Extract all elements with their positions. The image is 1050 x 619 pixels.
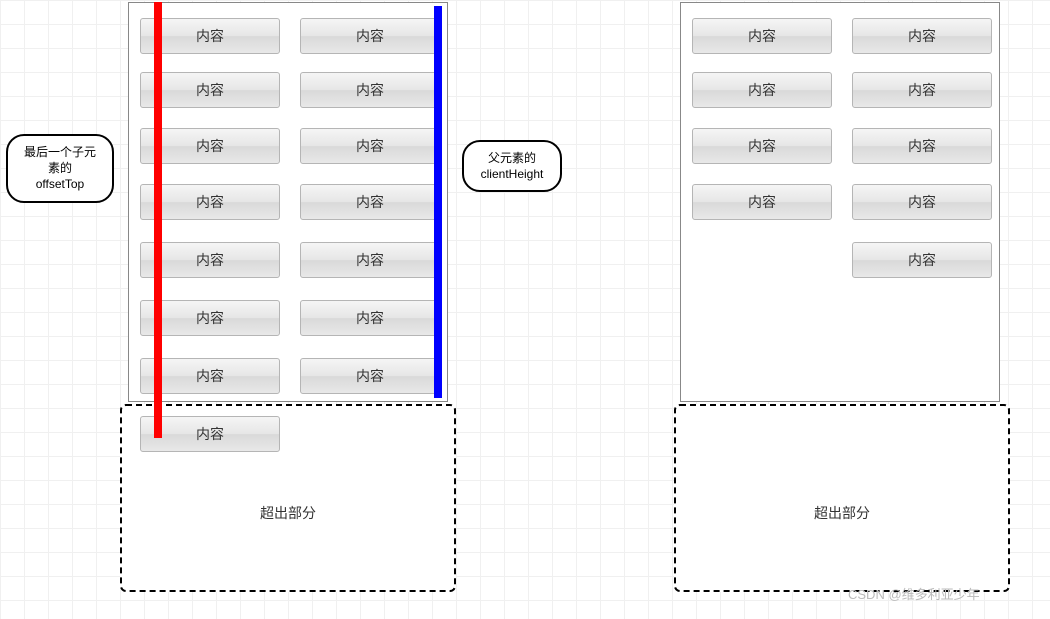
callout-offsettop: 最后一个子元 素的 offsetTop (6, 134, 114, 203)
btn-label: 内容 (196, 250, 224, 270)
btn-label: 内容 (356, 250, 384, 270)
btn-label: 内容 (356, 136, 384, 156)
btn-label: 内容 (908, 26, 936, 46)
btn-label: 内容 (196, 80, 224, 100)
btn-label: 内容 (196, 136, 224, 156)
right-col2-btn[interactable]: 内容 (852, 18, 992, 54)
overflow-label: 超出部分 (814, 503, 870, 523)
btn-label: 内容 (196, 424, 224, 444)
callout-line: offsetTop (18, 176, 102, 192)
watermark-text: CSDN @维多利亚少年 (848, 584, 980, 603)
btn-label: 内容 (748, 192, 776, 212)
right-col2-btn[interactable]: 内容 (852, 72, 992, 108)
btn-label: 内容 (356, 308, 384, 328)
btn-label: 内容 (196, 26, 224, 46)
callout-line: 最后一个子元 (18, 144, 102, 160)
left-col2-btn[interactable]: 内容 (300, 300, 440, 336)
btn-label: 内容 (356, 366, 384, 386)
right-overflow-box: 超出部分 (674, 404, 1010, 592)
left-col2-btn[interactable]: 内容 (300, 242, 440, 278)
left-col2-btn[interactable]: 内容 (300, 18, 440, 54)
btn-label: 内容 (908, 192, 936, 212)
callout-clientheight: 父元素的 clientHeight (462, 140, 562, 192)
right-col1-btn[interactable]: 内容 (692, 72, 832, 108)
btn-label: 内容 (196, 366, 224, 386)
btn-label: 内容 (356, 192, 384, 212)
callout-line: 素的 (18, 160, 102, 176)
left-col2-btn[interactable]: 内容 (300, 128, 440, 164)
overflow-label: 超出部分 (260, 503, 316, 523)
btn-label: 内容 (748, 80, 776, 100)
btn-label: 内容 (356, 26, 384, 46)
red-offsettop-bar (154, 2, 162, 438)
btn-label: 内容 (908, 250, 936, 270)
right-col2-btn[interactable]: 内容 (852, 184, 992, 220)
left-col2-btn[interactable]: 内容 (300, 358, 440, 394)
right-col2-btn[interactable]: 内容 (852, 242, 992, 278)
blue-clientheight-bar (434, 6, 442, 398)
right-col1-btn[interactable]: 内容 (692, 184, 832, 220)
btn-label: 内容 (908, 136, 936, 156)
btn-label: 内容 (196, 308, 224, 328)
right-col1-btn[interactable]: 内容 (692, 128, 832, 164)
left-col2-btn[interactable]: 内容 (300, 184, 440, 220)
btn-label: 内容 (356, 80, 384, 100)
btn-label: 内容 (748, 26, 776, 46)
btn-label: 内容 (908, 80, 936, 100)
callout-line: clientHeight (474, 166, 550, 182)
left-col2-btn[interactable]: 内容 (300, 72, 440, 108)
btn-label: 内容 (196, 192, 224, 212)
right-col1-btn[interactable]: 内容 (692, 18, 832, 54)
btn-label: 内容 (748, 136, 776, 156)
callout-line: 父元素的 (474, 150, 550, 166)
right-col2-btn[interactable]: 内容 (852, 128, 992, 164)
